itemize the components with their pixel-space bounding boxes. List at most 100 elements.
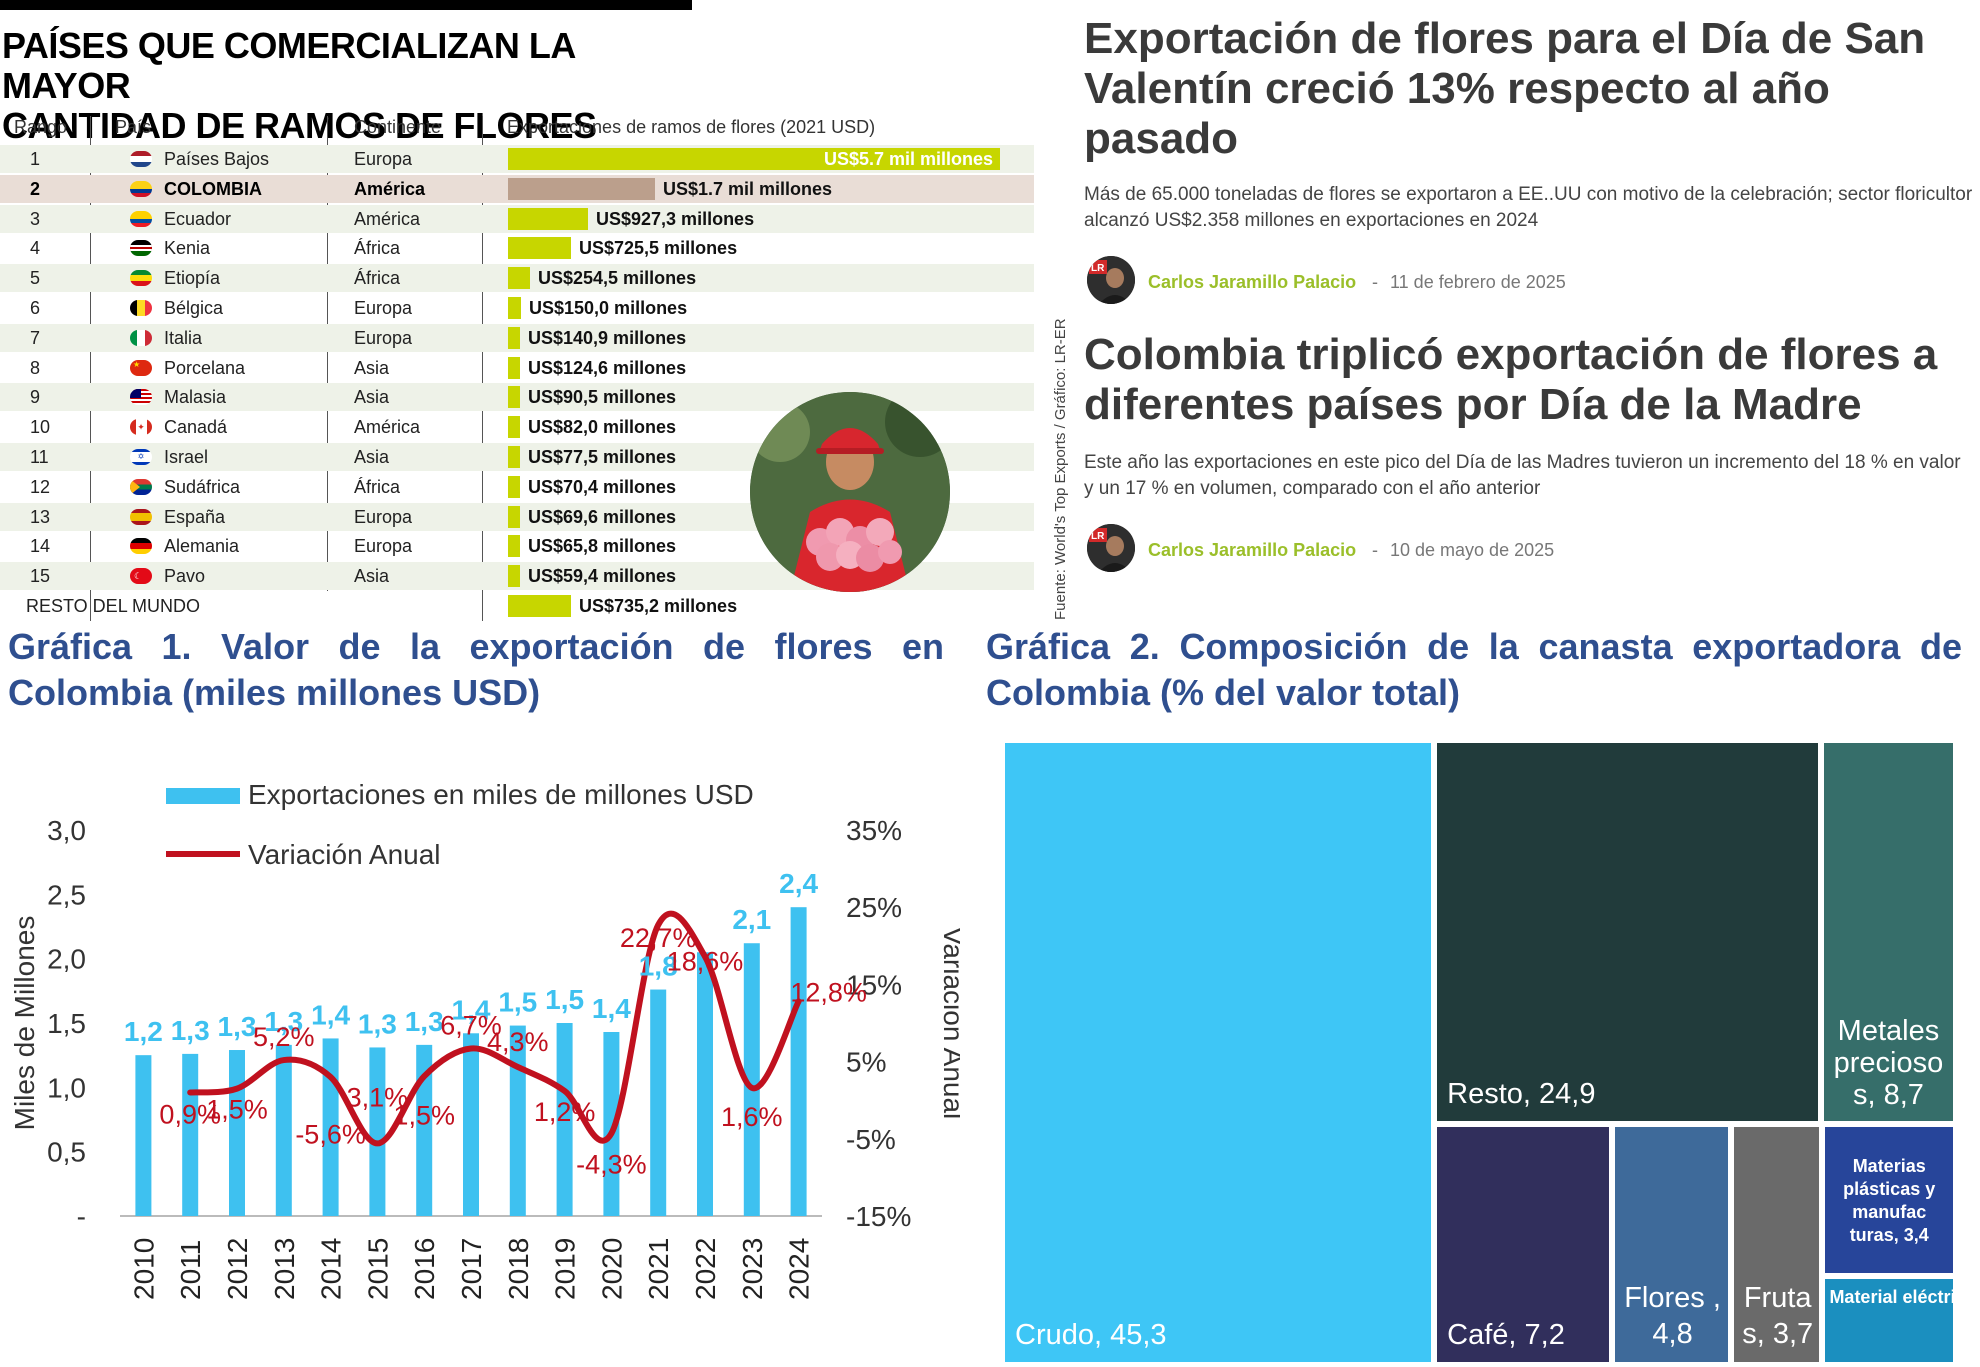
spain-flag-icon [130, 509, 152, 525]
x-tick-label: 2016 [409, 1238, 440, 1300]
line-value-label: 1,5% [393, 1101, 455, 1131]
germany-flag-icon [130, 538, 152, 554]
y-axis-label: Miles de Millones [9, 916, 40, 1131]
country-cell: Etiopía [164, 268, 221, 288]
export-bar-label: US$725,5 millones [579, 238, 738, 258]
rank-cell: 12 [30, 477, 51, 497]
line-value-label: 5,2% [253, 1022, 315, 1052]
export-bar [603, 1032, 620, 1216]
export-bar [182, 1053, 199, 1216]
photo-illustration [750, 392, 950, 592]
table-title-line1: PAÍSES QUE COMERCIALIZAN LA MAYOR [2, 25, 575, 106]
y2-tick-label: -15% [846, 1201, 911, 1232]
y-tick-label: 1,5 [47, 1008, 86, 1039]
article1-subtitle: Más de 65.000 toneladas de flores se exp… [1084, 184, 1973, 231]
author-avatar: LR [1087, 256, 1135, 304]
treemap-label: Flores , 4,8 [1624, 1281, 1721, 1350]
export-bar-label: US$927,3 millones [596, 209, 755, 229]
x-tick-label: 2011 [175, 1240, 206, 1300]
continent-cell: América [354, 209, 421, 229]
article2-author[interactable]: Carlos Jaramillo Palacio [1148, 540, 1357, 560]
divider-country [327, 116, 328, 591]
export-bar [509, 1025, 526, 1216]
belgium-flag-icon [130, 300, 152, 316]
divider-rank [90, 116, 91, 621]
x-tick-label: 2010 [128, 1238, 159, 1300]
legend-bar-swatch [166, 788, 240, 804]
export-bar-label: US$70,4 millones [528, 477, 677, 497]
treemap-label: Materias plásticas y manufac turas, 3,4 [1843, 1155, 1936, 1245]
top-rule [0, 0, 692, 10]
continent-cell: Asia [354, 447, 390, 467]
bar-value-label: 1,3 [218, 1011, 257, 1042]
line-value-label: -5,6% [295, 1119, 366, 1149]
bar-value-label: 1,3 [264, 1006, 303, 1037]
israel-flag-icon: ✡ [130, 449, 152, 465]
bar-value-label: 1,2 [124, 1016, 163, 1047]
y-tick-label: - [77, 1201, 86, 1232]
x-tick-label: 2018 [503, 1238, 534, 1300]
export-value-chart: - 0,5 1,0 1,5 2,0 2,5 3,0 -15% -5% 5% 15% 25% 35% Mil… [9, 779, 960, 1300]
export-bar [508, 267, 530, 289]
table-row: 7 Italia Europa US$140,9 millones [0, 324, 1034, 352]
article1-author[interactable]: Carlos Jaramillo Palacio [1148, 272, 1357, 292]
avatar-icon: LR [1087, 256, 1135, 304]
country-cell: Alemania [164, 536, 240, 556]
x-tick-label: 2021 [643, 1238, 674, 1300]
header-continent: Continente [354, 117, 442, 137]
treemap-label: Fruta s, 3,7 [1742, 1281, 1814, 1350]
table-row: 12 Sudáfrica África US$70,4 millones [0, 473, 1034, 501]
continent-cell: Europa [354, 328, 413, 348]
export-bar-label: US$5.7 mil millones [824, 149, 994, 169]
bar-value-label: 1,5 [498, 987, 537, 1018]
line-value-label: 3,1% [347, 1082, 409, 1112]
export-bar [508, 565, 520, 587]
export-bar [275, 1044, 292, 1216]
y2-tick-label: 5% [846, 1047, 886, 1078]
x-tick-label: 2023 [737, 1238, 768, 1300]
bar-value-label: 1,5 [545, 984, 584, 1015]
export-bar [743, 943, 760, 1216]
continent-cell: África [354, 238, 401, 258]
continent-cell: Asia [354, 387, 390, 407]
bar-value-label: 2,1 [732, 904, 771, 935]
y2-axis-label: Variación Anual [938, 927, 960, 1120]
article2-title[interactable]: Colombia triplicó exportación de flores … [1084, 330, 1938, 429]
x-tick-label: 2020 [596, 1238, 627, 1300]
continent-cell: Europa [354, 298, 413, 318]
rank-cell: 2 [30, 179, 41, 199]
colombia-flag-icon [130, 181, 152, 197]
graph2-title: Gráfica 2. Composición de la canasta exp… [986, 626, 1962, 713]
variation-line [187, 910, 802, 1147]
y-tick-label: 0,5 [47, 1137, 86, 1168]
country-cell: Canadá [164, 417, 228, 437]
x-tick-label: 2019 [550, 1238, 581, 1300]
table-row: 8 ★ Porcelana Asia US$124,6 millones [0, 354, 1034, 382]
continent-cell: África [354, 477, 401, 497]
bar-value-label: 1,3 [171, 1015, 210, 1046]
article2-separator: - [1372, 540, 1378, 560]
rank-cell: 7 [30, 328, 41, 348]
source-credit: Fuente: World's Top Exports / Gráfico: L… [1052, 318, 1069, 620]
continent-cell: América [354, 417, 421, 437]
continent-cell: Europa [354, 149, 413, 169]
china-flag-icon: ★ [130, 360, 152, 376]
export-bar [508, 535, 520, 557]
continent-cell: Asia [354, 358, 390, 378]
line-value-label: -4,3% [576, 1149, 647, 1179]
line-value-label: 1,5% [206, 1095, 268, 1125]
export-bar [508, 237, 571, 259]
export-bar [508, 476, 520, 498]
line-value-label: 4,3% [487, 1027, 549, 1057]
avatar-text: LR [1091, 531, 1105, 542]
table-row: 2 COLOMBIA América US$1.7 mil millones [0, 175, 1034, 203]
export-bar [369, 1047, 386, 1216]
treemap-label: Resto, 24,9 [1447, 1077, 1596, 1110]
country-cell: Pavo [164, 566, 206, 586]
country-cell: Países Bajos [164, 149, 270, 169]
article1-title[interactable]: Exportación de flores para el Día de San… [1084, 14, 1926, 163]
south-africa-flag-icon [130, 479, 152, 495]
treemap-label: Café, 7,2 [1447, 1318, 1565, 1351]
rest-label: RESTO DEL MUNDO [26, 596, 201, 616]
y2-tick-label: 25% [846, 892, 902, 923]
